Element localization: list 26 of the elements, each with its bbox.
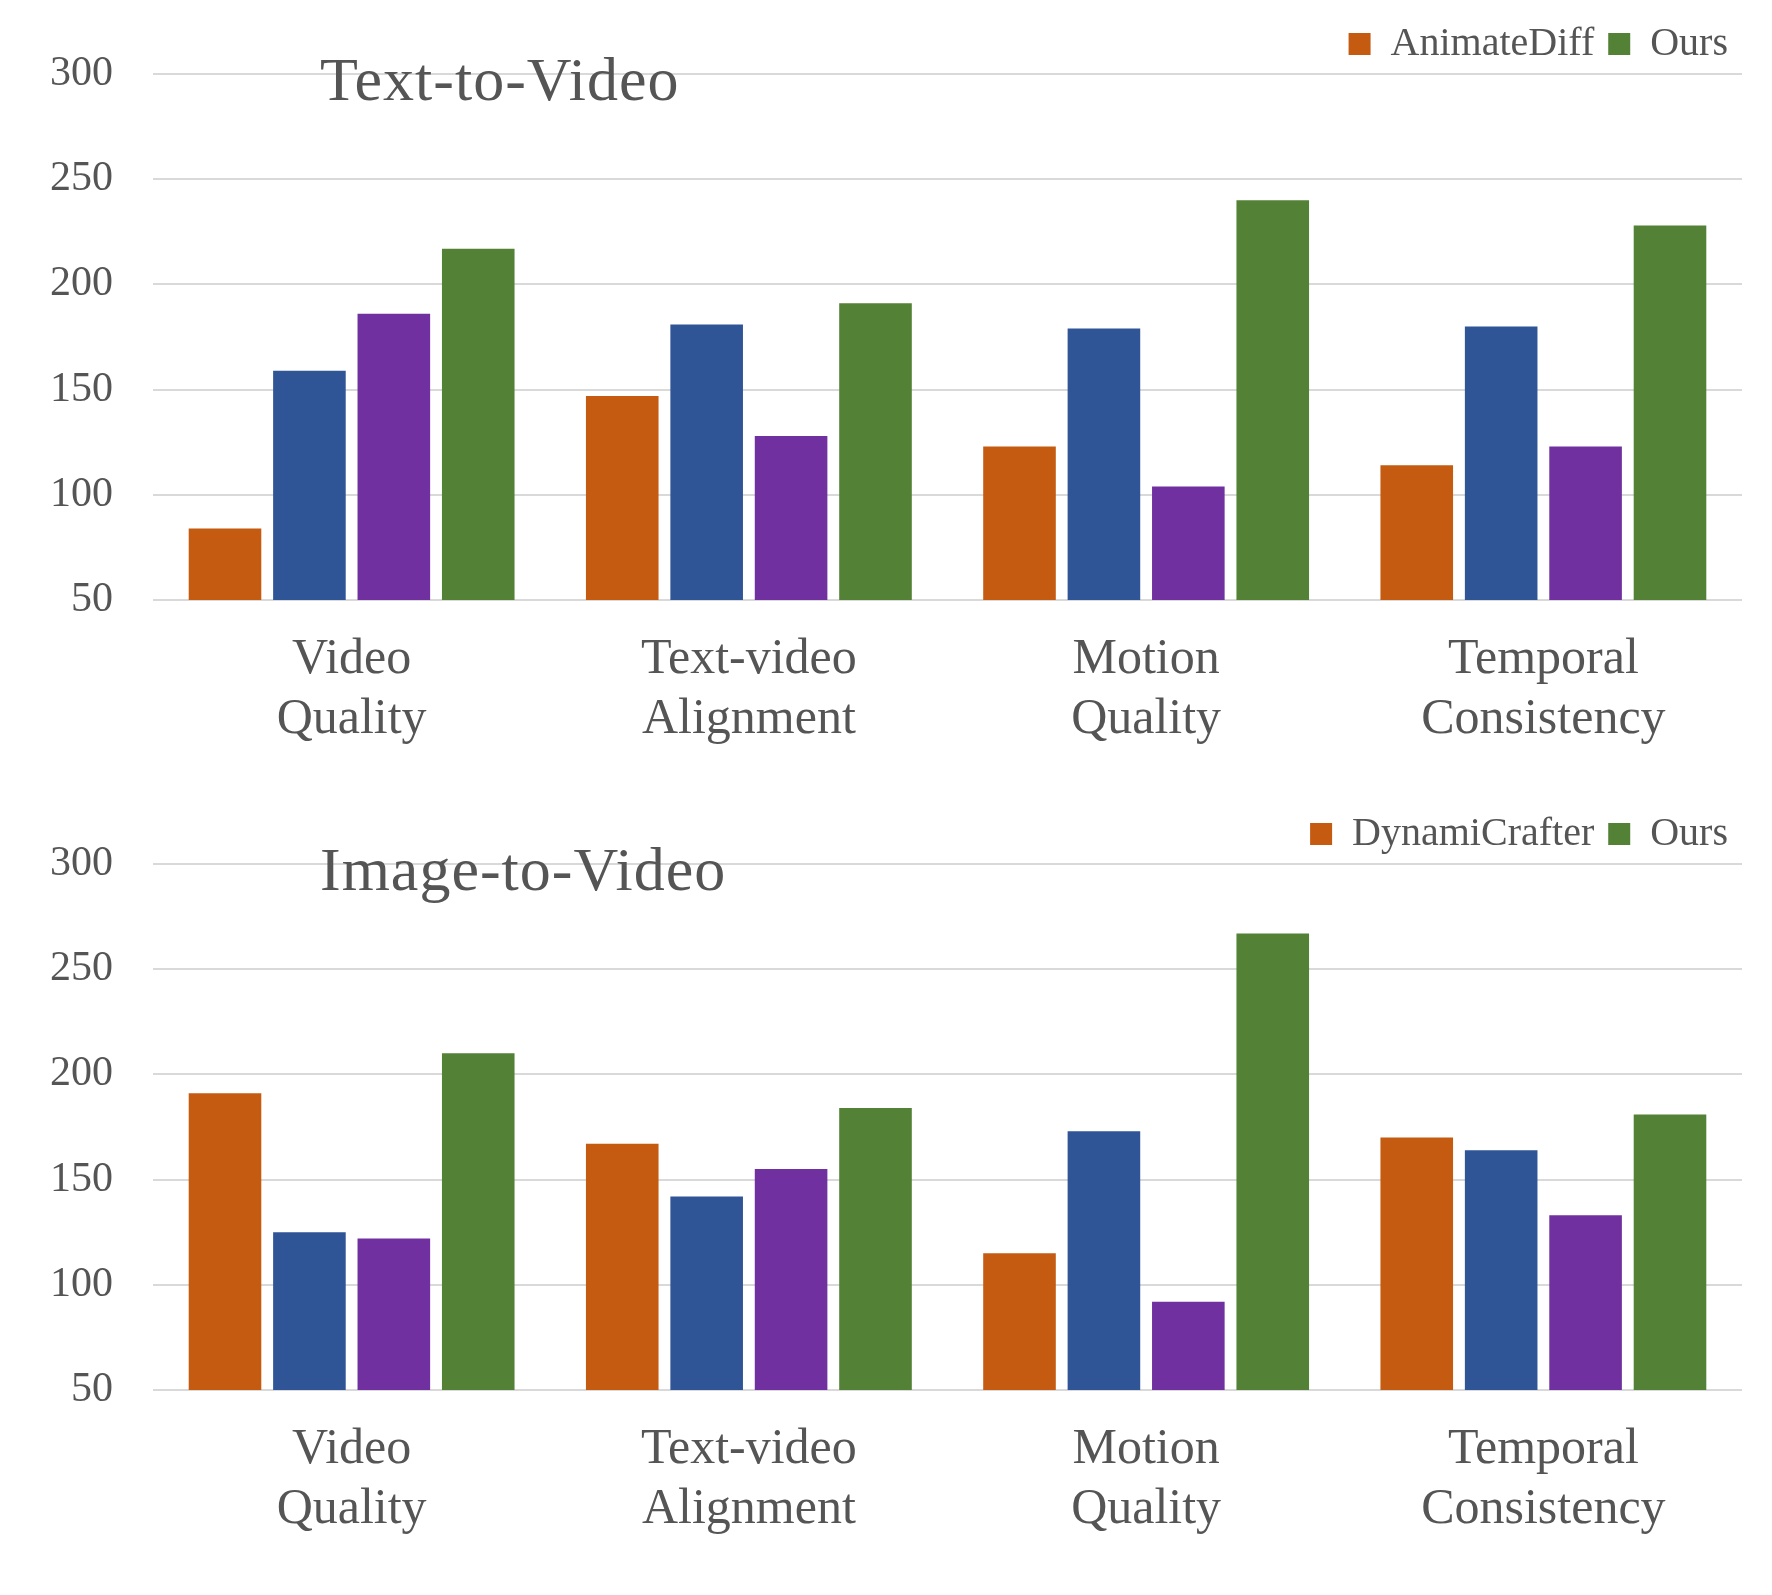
y-tick-label: 250 [50,943,113,990]
chart-title: Image-to-Video [320,834,727,905]
legend-label: DynamiCrafter [1352,808,1595,854]
x-tick-label: Video Quality [276,628,427,745]
legend-label: Ours [1650,808,1729,854]
y-tick-label: 200 [50,258,113,305]
x-tick-label: Motion Quality [1071,1418,1222,1535]
y-tick-label: 150 [50,1153,113,1200]
x-tick-label: Temporal Consistency [1421,628,1666,745]
y-tick-label: 50 [71,574,113,621]
y-tick-label: 150 [50,363,113,410]
y-tick-label: 250 [50,153,113,200]
y-tick-label: 200 [50,1048,113,1095]
x-tick-label: Motion Quality [1071,628,1222,745]
x-tick-label: Text-video Alignment [640,628,857,745]
y-tick-label: 100 [50,1258,113,1305]
x-tick-label: Temporal Consistency [1421,1418,1666,1535]
legend-label: AnimateDiff [1390,18,1595,64]
y-tick-label: 300 [50,838,113,885]
x-tick-label: Video Quality [276,1418,427,1535]
legend-label: Ours [1650,18,1729,64]
x-tick-label: Text-video Alignment [640,1418,857,1535]
y-tick-label: 50 [71,1364,113,1411]
chart-title: Text-to-Video [320,44,680,115]
y-tick-label: 100 [50,468,113,515]
y-tick-label: 300 [50,48,113,95]
